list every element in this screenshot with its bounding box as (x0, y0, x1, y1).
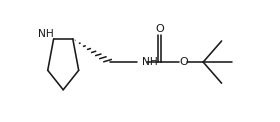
Text: O: O (179, 57, 188, 67)
Text: NH: NH (142, 57, 158, 67)
Text: NH: NH (38, 29, 53, 39)
Text: O: O (156, 24, 164, 34)
